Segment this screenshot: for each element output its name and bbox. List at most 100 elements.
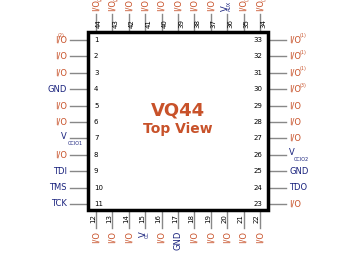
Text: 5: 5 bbox=[94, 103, 98, 109]
Text: I/O: I/O bbox=[141, 0, 150, 11]
Text: I/O: I/O bbox=[55, 101, 67, 110]
Text: TCK: TCK bbox=[51, 199, 67, 208]
Text: I/O: I/O bbox=[239, 0, 248, 11]
Text: VQ44: VQ44 bbox=[151, 102, 205, 120]
Text: TDO: TDO bbox=[289, 183, 307, 192]
Text: I/O: I/O bbox=[256, 0, 264, 11]
Text: I/O: I/O bbox=[289, 68, 301, 77]
Text: 7: 7 bbox=[94, 135, 99, 141]
Bar bbox=[88, 32, 268, 210]
Text: 29: 29 bbox=[253, 103, 262, 109]
Text: CC: CC bbox=[145, 231, 150, 238]
Text: 43: 43 bbox=[112, 19, 118, 28]
Text: 35: 35 bbox=[244, 19, 250, 28]
Text: 20: 20 bbox=[221, 214, 227, 223]
Text: 16: 16 bbox=[156, 214, 162, 223]
Text: (1): (1) bbox=[300, 50, 306, 55]
Text: I/O: I/O bbox=[289, 134, 301, 143]
Text: 24: 24 bbox=[253, 185, 262, 191]
Text: (1): (1) bbox=[300, 66, 306, 71]
Text: V: V bbox=[139, 231, 148, 237]
Text: 32: 32 bbox=[253, 53, 262, 59]
Text: (2): (2) bbox=[98, 0, 102, 1]
Text: I/O: I/O bbox=[206, 231, 215, 243]
Text: (2): (2) bbox=[114, 0, 119, 1]
Text: (2): (2) bbox=[57, 33, 64, 39]
Text: AUX: AUX bbox=[227, 1, 232, 11]
Text: I/O: I/O bbox=[256, 231, 264, 243]
Text: 21: 21 bbox=[238, 214, 244, 223]
Text: I/O: I/O bbox=[55, 150, 67, 159]
Text: 33: 33 bbox=[253, 37, 262, 43]
Text: 25: 25 bbox=[253, 168, 262, 174]
Text: I/O: I/O bbox=[108, 0, 117, 11]
Text: V: V bbox=[221, 5, 230, 11]
Text: 26: 26 bbox=[253, 152, 262, 158]
Text: 23: 23 bbox=[253, 201, 262, 207]
Text: 11: 11 bbox=[94, 201, 103, 207]
Text: Top View: Top View bbox=[143, 122, 213, 136]
Text: 14: 14 bbox=[123, 214, 129, 223]
Text: I/O: I/O bbox=[108, 231, 117, 243]
Text: 42: 42 bbox=[129, 19, 135, 28]
Text: I/O: I/O bbox=[190, 231, 199, 243]
Text: 18: 18 bbox=[188, 214, 194, 223]
Text: V: V bbox=[61, 132, 67, 141]
Text: (1): (1) bbox=[262, 0, 266, 1]
Text: (3): (3) bbox=[300, 83, 306, 88]
Text: V: V bbox=[289, 148, 295, 157]
Text: 44: 44 bbox=[96, 19, 102, 28]
Text: GND: GND bbox=[174, 231, 182, 250]
Text: 10: 10 bbox=[94, 185, 103, 191]
Text: 19: 19 bbox=[205, 214, 211, 223]
Text: GND: GND bbox=[48, 85, 67, 94]
Text: I/O: I/O bbox=[124, 231, 133, 243]
Text: (1): (1) bbox=[300, 33, 306, 39]
Text: I/O: I/O bbox=[239, 231, 248, 243]
Text: CCIO1: CCIO1 bbox=[68, 141, 83, 146]
Text: GND: GND bbox=[289, 167, 308, 176]
Text: 30: 30 bbox=[253, 86, 262, 92]
Text: TMS: TMS bbox=[50, 183, 67, 192]
Text: 3: 3 bbox=[94, 70, 99, 76]
Text: (1): (1) bbox=[245, 0, 250, 1]
Text: I/O: I/O bbox=[289, 199, 301, 208]
Text: I/O: I/O bbox=[206, 0, 215, 11]
Text: 39: 39 bbox=[178, 19, 184, 28]
Text: I/O: I/O bbox=[55, 117, 67, 126]
Text: 28: 28 bbox=[253, 119, 262, 125]
Text: 2: 2 bbox=[94, 53, 98, 59]
Text: I/O: I/O bbox=[55, 52, 67, 61]
Text: 22: 22 bbox=[254, 214, 260, 223]
Text: I/O: I/O bbox=[289, 52, 301, 61]
Text: 1: 1 bbox=[94, 37, 99, 43]
Text: 13: 13 bbox=[106, 214, 112, 223]
Text: 36: 36 bbox=[227, 19, 233, 28]
Text: I/O: I/O bbox=[174, 0, 182, 11]
Text: I/O: I/O bbox=[55, 35, 67, 44]
Text: I/O: I/O bbox=[157, 231, 166, 243]
Text: I/O: I/O bbox=[55, 68, 67, 77]
Text: 40: 40 bbox=[162, 19, 168, 28]
Text: I/O: I/O bbox=[190, 0, 199, 11]
Text: 17: 17 bbox=[172, 214, 178, 223]
Text: I/O: I/O bbox=[124, 0, 133, 11]
Text: 9: 9 bbox=[94, 168, 99, 174]
Text: 12: 12 bbox=[90, 214, 96, 223]
Text: I/O: I/O bbox=[289, 117, 301, 126]
Text: 6: 6 bbox=[94, 119, 99, 125]
Text: I/O: I/O bbox=[289, 101, 301, 110]
Text: 15: 15 bbox=[139, 214, 145, 223]
Text: I/O: I/O bbox=[92, 231, 101, 243]
Text: 37: 37 bbox=[211, 19, 217, 28]
Text: 27: 27 bbox=[253, 135, 262, 141]
Text: 31: 31 bbox=[253, 70, 262, 76]
Text: CCIO2: CCIO2 bbox=[294, 157, 309, 162]
Text: 41: 41 bbox=[145, 19, 151, 28]
Text: I/O: I/O bbox=[157, 0, 166, 11]
Text: I/O: I/O bbox=[289, 85, 301, 94]
Text: I/O: I/O bbox=[289, 35, 301, 44]
Text: TDI: TDI bbox=[53, 167, 67, 176]
Text: 34: 34 bbox=[260, 19, 266, 28]
Text: I/O: I/O bbox=[92, 0, 101, 11]
